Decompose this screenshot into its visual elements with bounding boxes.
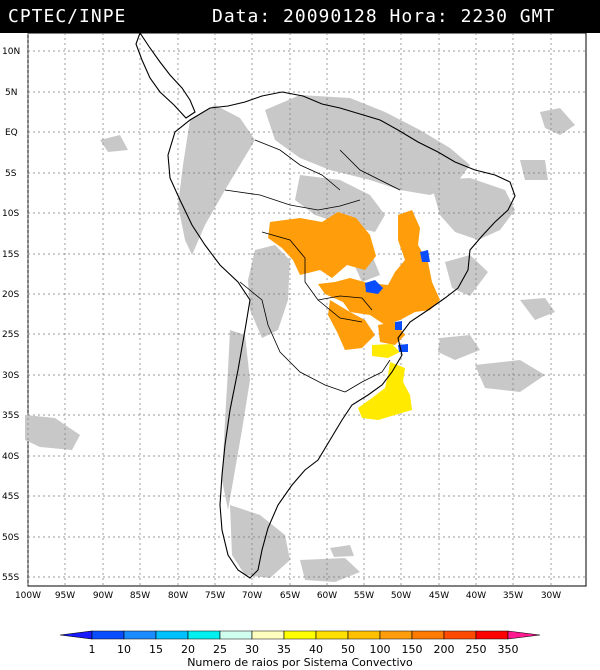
lightning-map: 10N 5N EQ 5S 10S 15S 20S 25S 30S 35S 40S… (2, 33, 587, 601)
lon-label: 75W (205, 591, 225, 601)
legend-value: 25 (213, 643, 227, 656)
legend-value: 35 (277, 643, 291, 656)
legend-colorbar (59, 630, 541, 640)
lat-label: 10N (2, 47, 20, 57)
color-legend: 1 10 15 20 25 30 35 40 50 100 150 200 250 350 Numero … (59, 630, 541, 669)
longitude-labels: 100W 95W 90W 85W 80W 75W 70W 65W 60W 55W… (15, 591, 561, 601)
lon-label: 80W (168, 591, 188, 601)
legend-value: 30 (245, 643, 259, 656)
lon-label: 85W (130, 591, 150, 601)
lat-label: 50S (2, 533, 19, 543)
country-borders (224, 139, 401, 393)
legend-swatch (315, 630, 349, 640)
lat-label: 30S (2, 371, 19, 381)
lon-label: 90W (93, 591, 113, 601)
lon-label: 35W (503, 591, 523, 601)
legend-value: 50 (341, 643, 355, 656)
legend-swatch (475, 630, 509, 640)
legend-swatch (379, 630, 413, 640)
lat-label: 45S (2, 492, 19, 502)
legend-swatch (219, 630, 253, 640)
lat-label: 5N (5, 88, 17, 98)
legend-swatch (251, 630, 285, 640)
legend-swatch (187, 630, 221, 640)
lat-label: 10S (2, 209, 19, 219)
legend-values: 1 10 15 20 25 30 35 40 50 100 150 200 250 350 (89, 643, 519, 656)
lat-label: EQ (5, 128, 18, 138)
legend-value: 350 (498, 643, 519, 656)
legend-swatch (507, 630, 541, 640)
legend-value: 40 (309, 643, 323, 656)
lat-label: 20S (2, 290, 19, 300)
lon-label: 70W (242, 591, 262, 601)
legend-swatch (411, 630, 445, 640)
legend-value: 250 (466, 643, 487, 656)
lon-label: 55W (354, 591, 374, 601)
legend-title: Numero de raios por Sistema Convectivo (187, 656, 413, 669)
legend-value: 150 (402, 643, 423, 656)
central-america-coastline (135, 33, 196, 119)
legend-value: 15 (149, 643, 163, 656)
source-label: CPTEC/INPE (8, 6, 127, 27)
lightning-orange-zone (268, 210, 440, 350)
lon-label: 40W (466, 591, 486, 601)
legend-value: 100 (370, 643, 391, 656)
lon-label: 65W (280, 591, 300, 601)
lightning-yellow-zone (358, 344, 412, 420)
date-time-label: Data: 20090128 Hora: 2230 GMT (212, 6, 556, 27)
legend-value: 10 (117, 643, 131, 656)
lon-label: 60W (317, 591, 337, 601)
legend-value: 20 (181, 643, 195, 656)
legend-value: 1 (89, 643, 96, 656)
lon-label: 95W (55, 591, 75, 601)
lightning-blue-zone (365, 250, 430, 352)
legend-swatch (123, 630, 157, 640)
lon-label: 50W (391, 591, 411, 601)
grid-lines (27, 33, 586, 586)
legend-swatch (59, 630, 93, 640)
lat-label: 35S (2, 411, 19, 421)
south-america-coastline (167, 91, 516, 579)
lat-label: 5S (5, 169, 17, 179)
legend-swatch (443, 630, 477, 640)
legend-swatch (283, 630, 317, 640)
lat-label: 40S (2, 452, 19, 462)
lat-label: 25S (2, 330, 19, 340)
lat-label: 55S (2, 573, 19, 583)
legend-swatch (155, 630, 189, 640)
lon-label: 30W (541, 591, 561, 601)
legend-swatch (91, 630, 125, 640)
lat-label: 15S (2, 250, 19, 260)
legend-swatch (347, 630, 381, 640)
lon-label: 45W (429, 591, 449, 601)
lon-label: 100W (15, 591, 41, 601)
legend-value: 200 (434, 643, 455, 656)
latitude-labels: 10N 5N EQ 5S 10S 15S 20S 25S 30S 35S 40S… (2, 47, 20, 583)
header-bar: CPTEC/INPE Data: 20090128 Hora: 2230 GMT (0, 0, 600, 33)
